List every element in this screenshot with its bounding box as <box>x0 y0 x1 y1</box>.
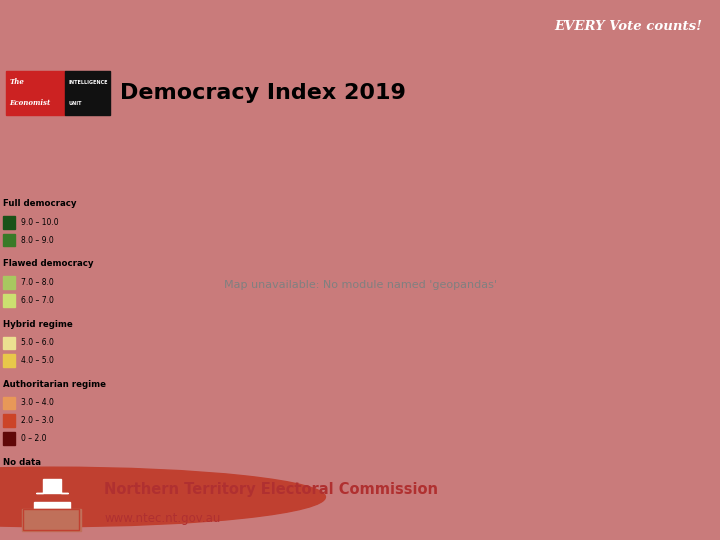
Text: 5.0 – 6.0: 5.0 – 6.0 <box>21 339 53 347</box>
Text: 9.0 – 10.0: 9.0 – 10.0 <box>21 218 58 227</box>
Text: Flawed democracy: Flawed democracy <box>3 259 94 268</box>
Text: 8.0 – 9.0: 8.0 – 9.0 <box>21 235 53 245</box>
Text: 7.0 – 8.0: 7.0 – 8.0 <box>21 278 53 287</box>
FancyArrow shape <box>35 479 68 493</box>
Bar <box>3 475 15 487</box>
Text: Northern Territory Electoral Commission: Northern Territory Electoral Commission <box>104 482 438 497</box>
Bar <box>3 294 15 307</box>
Bar <box>3 432 15 444</box>
Bar <box>3 216 15 229</box>
Text: No data: No data <box>3 458 41 467</box>
Text: 0 – 2.0: 0 – 2.0 <box>21 434 46 443</box>
Text: Hybrid regime: Hybrid regime <box>3 320 73 329</box>
Bar <box>3 336 15 349</box>
Text: 4.0 – 5.0: 4.0 – 5.0 <box>21 356 53 365</box>
Circle shape <box>0 467 325 526</box>
Text: Economist: Economist <box>9 99 50 107</box>
Text: 6.0 – 7.0: 6.0 – 7.0 <box>21 296 53 305</box>
Text: INTELLIGENCE: INTELLIGENCE <box>68 79 107 85</box>
Text: UNIT: UNIT <box>68 102 81 106</box>
Bar <box>3 397 15 409</box>
Text: Authoritarian regime: Authoritarian regime <box>3 380 106 389</box>
Text: Map unavailable: No module named 'geopandas': Map unavailable: No module named 'geopan… <box>223 280 497 290</box>
Text: www.ntec.nt.gov.au: www.ntec.nt.gov.au <box>104 511 221 524</box>
Text: The: The <box>9 78 24 86</box>
Text: 3.0 – 4.0: 3.0 – 4.0 <box>21 399 53 408</box>
Bar <box>34 502 70 510</box>
Bar <box>3 234 15 246</box>
Text: Democracy Index 2019: Democracy Index 2019 <box>120 83 405 103</box>
Bar <box>23 509 79 530</box>
Bar <box>22 509 81 531</box>
Text: 2.0 – 3.0: 2.0 – 3.0 <box>21 416 53 425</box>
Bar <box>3 354 15 367</box>
Bar <box>66 71 109 115</box>
Bar <box>3 276 15 289</box>
Bar <box>3 415 15 427</box>
Bar <box>6 71 66 115</box>
Text: EVERY Vote counts!: EVERY Vote counts! <box>554 20 702 33</box>
Text: Full democracy: Full democracy <box>3 199 76 208</box>
